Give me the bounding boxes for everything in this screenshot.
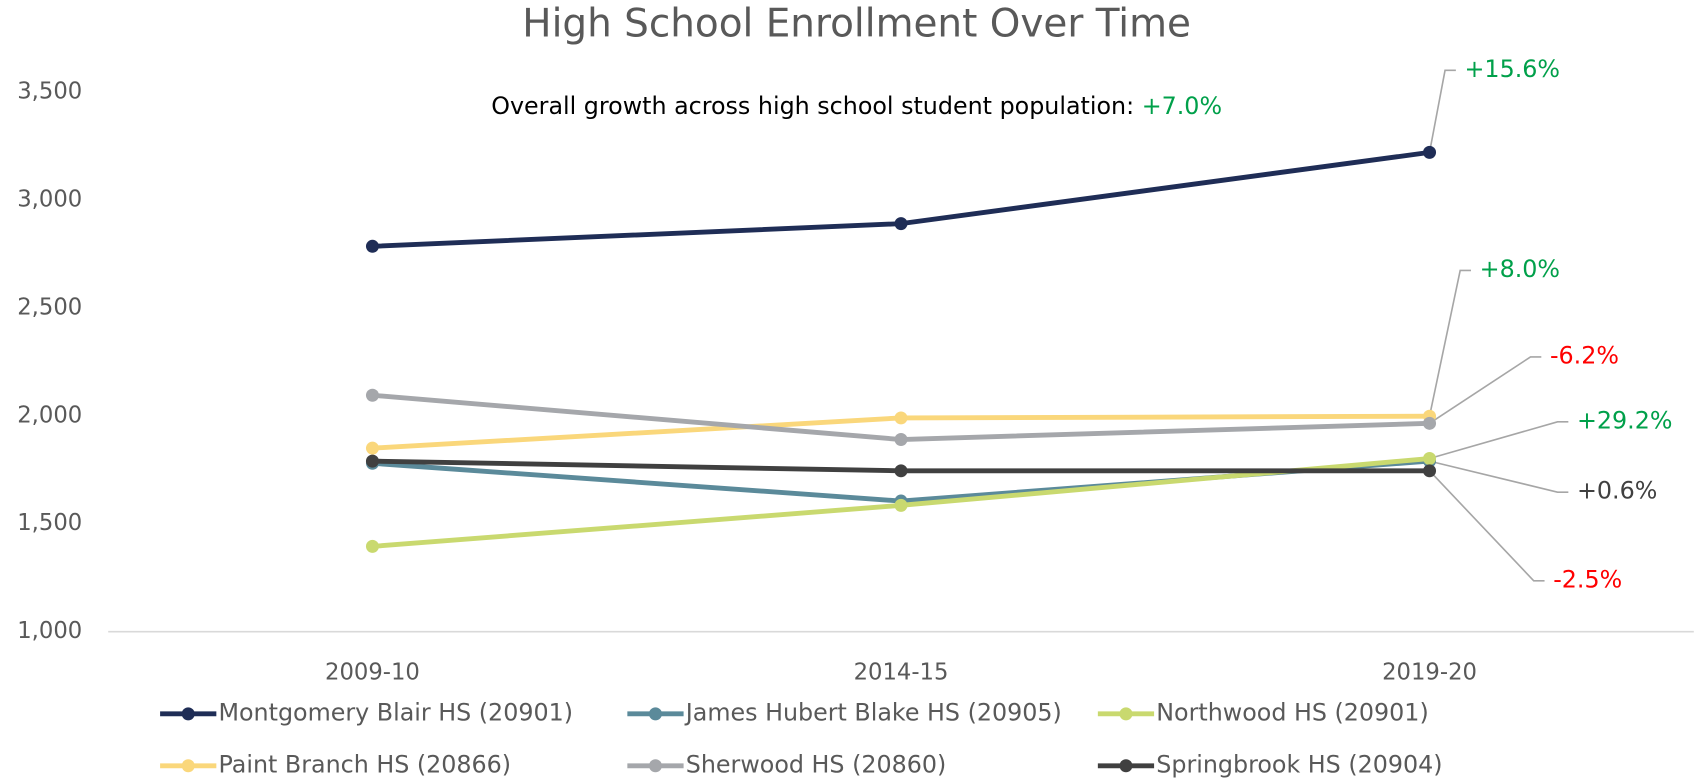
- data-point: [1423, 452, 1437, 466]
- data-point: [1423, 145, 1437, 159]
- annotation: -6.2%: [1550, 341, 1619, 369]
- legend-label: Paint Branch HS (20866): [219, 750, 512, 778]
- legend-label: Northwood HS (20901): [1156, 698, 1428, 726]
- legend-marker: [648, 707, 662, 721]
- chart-subtitle: Overall growth across high school studen…: [491, 92, 1222, 120]
- data-point: [894, 217, 908, 231]
- data-point: [365, 441, 379, 455]
- leader-line: [1428, 69, 1456, 153]
- leader-line: [1428, 269, 1472, 417]
- y-tick-label: 3,000: [17, 186, 82, 212]
- data-point: [894, 411, 908, 425]
- x-tick-label: 2019-20: [1382, 659, 1477, 685]
- x-tick-label: 2014-15: [854, 659, 949, 685]
- data-point: [894, 433, 908, 447]
- leader-line: [1429, 460, 1569, 493]
- leader-line: [1428, 470, 1545, 582]
- data-point: [894, 498, 908, 512]
- y-tick-label: 2,000: [17, 402, 82, 428]
- data-point: [894, 464, 908, 478]
- legend-marker: [1119, 759, 1133, 773]
- legend-marker: [648, 759, 662, 773]
- leader-line: [1429, 421, 1569, 460]
- y-tick-label: 1,500: [17, 510, 82, 536]
- annotation: +29.2%: [1577, 406, 1672, 434]
- legend-label: Montgomery Blair HS (20901): [219, 698, 574, 726]
- subtitle-value: +7.0%: [1142, 92, 1222, 120]
- data-point: [365, 454, 379, 468]
- annotation: +8.0%: [1480, 255, 1560, 283]
- annotation: +0.6%: [1577, 477, 1657, 505]
- legend-label: James Hubert Blake HS (20905): [684, 698, 1062, 726]
- x-tick-label: 2009-10: [325, 659, 420, 685]
- data-point: [365, 239, 379, 253]
- legend-marker: [181, 759, 195, 773]
- series-line: [372, 149, 1430, 249]
- chart-title: High School Enrollment Over Time: [522, 1, 1191, 46]
- data-point: [1423, 416, 1437, 430]
- legend-label: Springbrook HS (20904): [1156, 750, 1442, 778]
- subtitle-text: Overall growth across high school studen…: [491, 92, 1141, 120]
- legend-marker: [1119, 707, 1133, 721]
- data-point: [365, 388, 379, 402]
- y-tick-label: 3,500: [17, 78, 82, 104]
- annotation: +15.6%: [1465, 55, 1560, 83]
- legend-marker: [181, 707, 195, 721]
- annotation: -2.5%: [1553, 565, 1622, 593]
- leader-line: [1429, 356, 1542, 425]
- y-tick-label: 1,000: [17, 618, 82, 644]
- legend-label: Sherwood HS (20860): [686, 750, 947, 778]
- y-tick-label: 2,500: [17, 294, 82, 320]
- data-point: [1423, 464, 1437, 478]
- data-point: [365, 539, 379, 553]
